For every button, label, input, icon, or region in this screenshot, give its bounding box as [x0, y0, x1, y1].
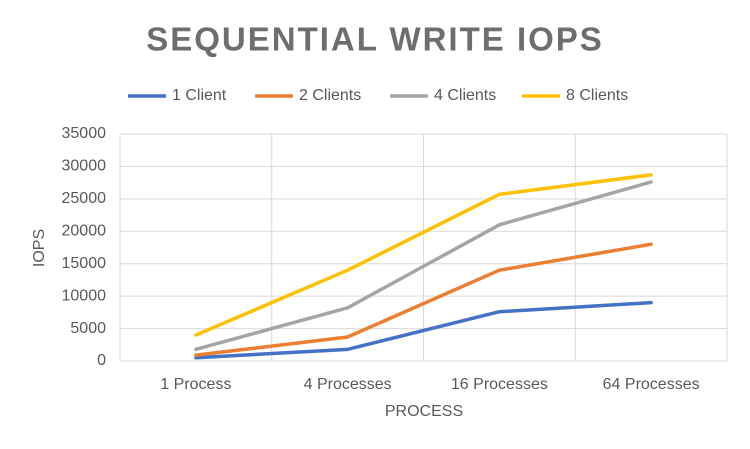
x-tick-label: 4 Processes	[304, 376, 392, 393]
y-tick-label: 25000	[62, 190, 107, 207]
y-tick-label: 35000	[62, 125, 107, 142]
x-tick-label: 64 Processes	[603, 376, 700, 393]
line-series	[194, 300, 653, 360]
y-tick-label: 20000	[62, 223, 107, 240]
y-axis-title: IOPS	[31, 229, 48, 267]
legend-label: 4 Clients	[434, 87, 496, 104]
y-tick-label: 0	[97, 352, 106, 369]
line-series	[194, 173, 653, 337]
x-axis-title: PROCESS	[385, 403, 463, 420]
legend-label: 1 Client	[172, 87, 227, 104]
legend-label: 2 Clients	[299, 87, 361, 104]
y-tick-label: 30000	[62, 158, 107, 175]
chart-title: SEQUENTIAL WRITE IOPS	[146, 21, 604, 58]
line-series	[194, 242, 653, 357]
legend-label: 8 Clients	[566, 87, 628, 104]
x-tick-label: 16 Processes	[451, 376, 548, 393]
line-series	[194, 180, 653, 352]
y-tick-label: 15000	[62, 255, 107, 272]
y-tick-label: 5000	[70, 320, 106, 337]
y-tick-label: 10000	[62, 287, 107, 304]
x-tick-label: 1 Process	[160, 376, 231, 393]
